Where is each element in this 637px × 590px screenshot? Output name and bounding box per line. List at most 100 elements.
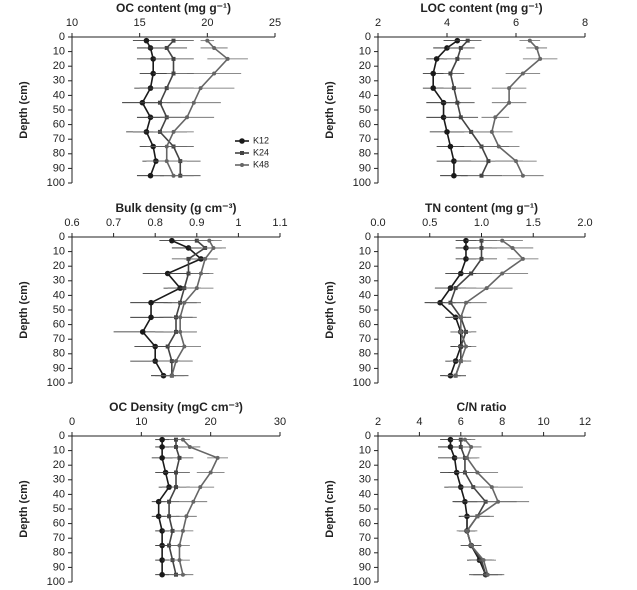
x-tick-label: 4: [416, 416, 422, 428]
y-axis-label: Depth (cm): [18, 480, 30, 538]
y-tick-label: 70: [53, 333, 65, 345]
x-tick-label: 10: [66, 17, 78, 29]
marker: [451, 86, 456, 91]
legend-label: K48: [253, 159, 269, 169]
marker: [534, 45, 539, 50]
x-tick-label: 0.6: [64, 217, 79, 229]
marker: [481, 558, 486, 563]
marker: [174, 444, 178, 449]
marker: [198, 485, 203, 490]
marker: [148, 299, 154, 306]
y-tick-label: 10: [53, 246, 65, 258]
y-tick-label: 20: [359, 60, 371, 72]
marker: [180, 572, 185, 577]
y-tick-label: 60: [359, 518, 371, 530]
y-axis-label: Depth (cm): [324, 480, 336, 538]
y-tick-label: 80: [359, 148, 371, 160]
series-line: [159, 40, 182, 176]
y-tick-label: 10: [359, 46, 371, 58]
marker: [198, 271, 203, 276]
marker: [157, 100, 162, 105]
marker: [185, 115, 190, 120]
marker: [538, 56, 543, 61]
marker: [212, 45, 217, 50]
y-tick-label: 40: [53, 89, 65, 101]
marker: [458, 359, 463, 364]
marker: [191, 499, 196, 504]
marker: [469, 271, 474, 276]
series-line: [141, 239, 203, 377]
y-tick-label: 90: [359, 362, 371, 374]
marker: [186, 256, 191, 261]
marker: [451, 172, 457, 179]
marker: [187, 444, 192, 449]
marker: [520, 71, 525, 76]
y-tick-label: 50: [53, 104, 65, 116]
y-tick-label: 100: [47, 177, 65, 189]
marker: [174, 485, 178, 490]
panel-title: LOC content (mg g⁻¹): [420, 1, 542, 15]
marker: [169, 373, 174, 378]
marker: [211, 245, 216, 250]
y-tick-label: 0: [59, 430, 65, 442]
marker: [174, 470, 178, 475]
marker: [458, 115, 463, 120]
marker: [465, 528, 470, 533]
x-tick-label: 4: [444, 17, 450, 29]
x-tick-label: 20: [201, 17, 213, 29]
y-tick-label: 60: [53, 518, 65, 530]
marker: [455, 56, 460, 61]
x-tick-label: 25: [269, 17, 281, 29]
marker: [485, 572, 490, 577]
legend-marker: [240, 163, 244, 167]
x-tick-label: 0.5: [422, 217, 437, 229]
marker: [463, 300, 468, 305]
y-tick-label: 30: [359, 474, 371, 486]
y-tick-label: 70: [53, 133, 65, 145]
y-tick-label: 0: [59, 31, 65, 43]
series-line: [459, 439, 487, 575]
marker: [191, 100, 196, 105]
series-line: [449, 40, 490, 177]
y-tick-label: 100: [353, 377, 371, 389]
x-tick-label: 10: [135, 416, 147, 428]
y-axis-label: Depth (cm): [18, 81, 30, 139]
y-tick-label: 30: [53, 275, 65, 287]
marker: [462, 437, 467, 442]
marker: [225, 56, 230, 61]
panel-title: OC Density (mgC cm⁻³): [109, 400, 243, 414]
marker: [448, 71, 453, 76]
marker: [171, 129, 176, 134]
legend-label: K12: [253, 135, 269, 145]
marker: [208, 470, 213, 475]
marker: [465, 38, 470, 43]
y-tick-label: 50: [53, 503, 65, 515]
marker: [164, 45, 169, 50]
y-tick-label: 40: [359, 289, 371, 301]
series-line: [464, 439, 500, 575]
y-tick-label: 20: [359, 459, 371, 471]
y-tick-label: 90: [53, 162, 65, 174]
marker: [171, 56, 176, 61]
marker: [458, 315, 463, 320]
marker: [486, 159, 491, 164]
marker: [433, 56, 440, 62]
y-tick-label: 0: [365, 31, 371, 43]
marker: [469, 444, 474, 449]
y-tick-label: 90: [53, 561, 65, 573]
marker: [164, 144, 169, 149]
marker: [205, 38, 210, 43]
x-tick-label: 1.0: [474, 217, 489, 229]
marker: [514, 159, 518, 164]
x-tick-label: 1: [235, 217, 241, 229]
marker: [453, 373, 458, 378]
y-tick-label: 30: [359, 275, 371, 287]
marker: [463, 344, 468, 349]
y-tick-label: 70: [359, 333, 371, 345]
x-tick-label: 1.1: [272, 217, 287, 229]
series-line: [491, 40, 542, 177]
legend-marker: [239, 138, 245, 144]
marker: [171, 173, 176, 178]
x-tick-label: 0.0: [370, 217, 385, 229]
x-tick-label: 8: [582, 17, 588, 29]
